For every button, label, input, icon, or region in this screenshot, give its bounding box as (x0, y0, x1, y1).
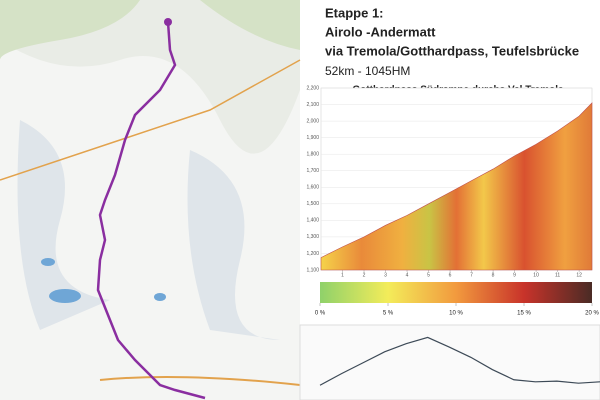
x-tick-label: 7 (470, 272, 473, 278)
x-tick-label: 3 (384, 272, 387, 278)
elevation-area (320, 102, 593, 271)
stage-title: Etappe 1: (325, 5, 384, 20)
x-tick-label: 6 (449, 272, 452, 278)
x-tick-label: 11 (555, 272, 560, 278)
y-tick-label: 1,700 (306, 168, 319, 174)
x-tick-label: 2 (363, 272, 366, 278)
x-tick-label: 9 (513, 272, 516, 278)
y-tick-label: 2,200 (306, 85, 319, 91)
map (0, 0, 301, 400)
y-tick-label: 2,100 (306, 102, 319, 108)
x-tick-label: 4 (406, 272, 409, 278)
route-via: via Tremola/Gotthardpass, Teufelsbrücke (325, 43, 579, 58)
x-tick-label: 5 (427, 272, 430, 278)
y-tick-label: 1,300 (306, 234, 319, 240)
x-tick-label: 1 (341, 272, 344, 278)
profile-line (319, 336, 600, 386)
scale-label: 5 % (383, 311, 394, 317)
x-tick-label: 10 (533, 272, 539, 278)
y-tick-label: 1,900 (306, 135, 319, 141)
y-tick-label: 1,400 (306, 218, 319, 224)
y-tick-label: 1,200 (306, 251, 319, 257)
y-tick-label: 1,600 (306, 185, 319, 191)
scale-label: 20 % (585, 311, 599, 317)
route-stats: 52km - 1045HM (325, 64, 410, 78)
route-title: Airolo -Andermatt (325, 24, 436, 39)
y-tick-label: 2,000 (306, 118, 319, 124)
y-tick-label: 1,800 (306, 152, 319, 158)
y-tick-label: 1,100 (306, 267, 319, 273)
overview-panel (299, 324, 600, 400)
x-tick-label: 8 (492, 272, 495, 278)
scale-label: 10 % (449, 311, 463, 317)
scale-label: 15 % (517, 311, 531, 317)
x-tick-label: 12 (576, 272, 582, 278)
y-tick-label: 1,500 (306, 201, 319, 207)
scale-label: 0 % (315, 311, 326, 317)
color-scale (320, 282, 592, 303)
